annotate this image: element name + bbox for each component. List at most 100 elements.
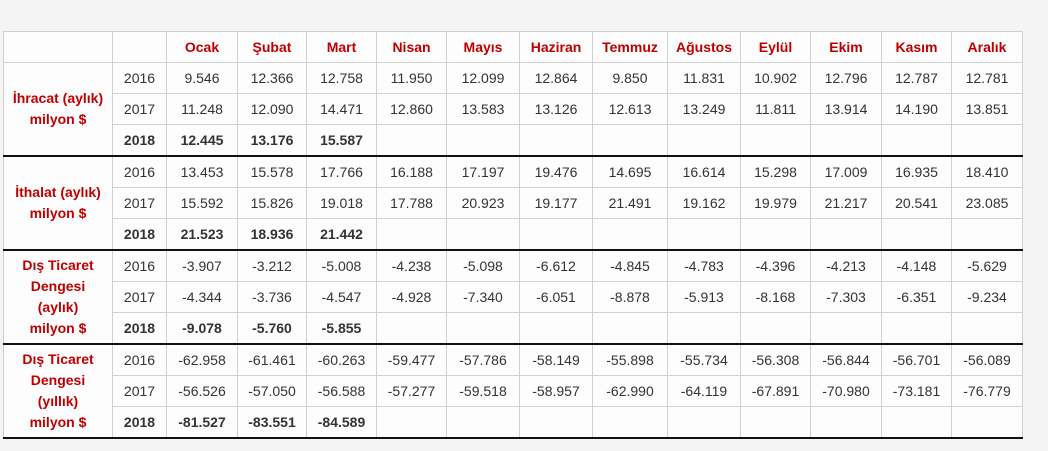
month-header: Mart (306, 31, 377, 63)
value-cell: 16.188 (376, 155, 447, 188)
value-cell: -56.701 (881, 343, 952, 376)
value-cell (519, 312, 593, 345)
value-cell: -6.051 (519, 281, 593, 313)
value-cell: 21.491 (592, 187, 668, 219)
value-cell (446, 124, 520, 157)
value-cell: -58.957 (519, 375, 593, 407)
value-cell: 11.811 (740, 93, 811, 125)
year-cell: 2016 (112, 155, 167, 188)
month-header: Nisan (376, 31, 447, 63)
group-label: Dış Ticaret Dengesi (yıllık) milyon $ (3, 343, 113, 439)
value-cell: -4.845 (592, 249, 668, 282)
value-cell: 12.445 (166, 124, 238, 157)
value-cell: -7.303 (810, 281, 882, 313)
value-cell: -84.589 (306, 406, 377, 439)
year-cell: 2016 (112, 249, 167, 282)
year-cell: 2017 (112, 281, 167, 313)
table-row: 2017 15.592 15.826 19.018 17.788 20.923 19.177… (4, 187, 1023, 219)
value-cell: 16.614 (667, 155, 741, 188)
value-cell: -4.238 (376, 249, 447, 282)
trade-data-table: Ocak Şubat Mart Nisan Mayıs Haziran Temmuz Ağus… (3, 31, 1023, 439)
value-cell: 17.009 (810, 155, 882, 188)
value-cell: -56.308 (740, 343, 811, 376)
value-cell (592, 312, 668, 345)
value-cell: -5.913 (667, 281, 741, 313)
value-cell (592, 218, 668, 251)
value-cell (810, 218, 882, 251)
value-cell: -83.551 (237, 406, 307, 439)
value-cell: 11.950 (376, 62, 447, 94)
value-cell (881, 312, 952, 345)
group-label-line: milyon $ (29, 320, 87, 336)
value-cell (951, 218, 1023, 251)
value-cell (740, 218, 811, 251)
value-cell (519, 124, 593, 157)
value-cell: 12.099 (446, 62, 520, 94)
value-cell: 13.583 (446, 93, 520, 125)
value-cell: -70.980 (810, 375, 882, 407)
value-cell (951, 312, 1023, 345)
value-cell (376, 406, 447, 439)
month-header: Eylül (740, 31, 811, 63)
value-cell: -9.234 (951, 281, 1023, 313)
value-cell: -5.629 (951, 249, 1023, 282)
value-cell: -3.907 (166, 249, 238, 282)
value-cell: -4.783 (667, 249, 741, 282)
group-label-line: milyon $ (29, 111, 87, 127)
value-cell: -3.736 (237, 281, 307, 313)
value-cell: 18.936 (237, 218, 307, 251)
value-cell (810, 312, 882, 345)
value-cell: 17.788 (376, 187, 447, 219)
value-cell: -5.855 (306, 312, 377, 345)
value-cell: 19.476 (519, 155, 593, 188)
value-cell (881, 124, 952, 157)
value-cell (667, 218, 741, 251)
value-cell (951, 406, 1023, 439)
value-cell: 13.851 (951, 93, 1023, 125)
value-cell: -61.461 (237, 343, 307, 376)
year-cell: 2016 (112, 343, 167, 376)
value-cell: -9.078 (166, 312, 238, 345)
group-label-line: Dış Ticaret (22, 351, 94, 367)
month-header: Kasım (881, 31, 952, 63)
value-cell: 21.217 (810, 187, 882, 219)
year-cell: 2018 (112, 218, 167, 251)
value-cell: -76.779 (951, 375, 1023, 407)
value-cell: 19.177 (519, 187, 593, 219)
value-cell: -6.351 (881, 281, 952, 313)
value-cell: -81.527 (166, 406, 238, 439)
value-cell (376, 124, 447, 157)
year-cell: 2017 (112, 375, 167, 407)
header-row: Ocak Şubat Mart Nisan Mayıs Haziran Temmuz Ağus… (3, 31, 1023, 63)
month-header: Ekim (810, 31, 882, 63)
value-cell (667, 406, 741, 439)
value-cell: -57.050 (237, 375, 307, 407)
group-label-line: Dış Ticaret (22, 257, 94, 273)
value-cell: 13.249 (667, 93, 741, 125)
value-cell: 9.546 (166, 62, 238, 94)
value-cell: 18.410 (951, 155, 1023, 188)
value-cell: 13.126 (519, 93, 593, 125)
year-cell: 2018 (112, 312, 167, 345)
table-row: 2018 -9.078 -5.760 -5.855 (4, 312, 1023, 345)
group-label: İthalat (aylık) milyon $ (3, 155, 113, 251)
value-cell: -73.181 (881, 375, 952, 407)
value-cell: -7.340 (446, 281, 520, 313)
value-cell: -62.990 (592, 375, 668, 407)
value-cell (667, 312, 741, 345)
value-cell: 12.864 (519, 62, 593, 94)
value-cell: -8.168 (740, 281, 811, 313)
value-cell: 17.766 (306, 155, 377, 188)
value-cell: -4.148 (881, 249, 952, 282)
group-label-line: milyon $ (29, 414, 87, 430)
value-cell: -4.547 (306, 281, 377, 313)
value-cell: 15.592 (166, 187, 238, 219)
value-cell (740, 124, 811, 157)
year-cell: 2018 (112, 124, 167, 157)
value-cell: 13.453 (166, 155, 238, 188)
value-cell: 20.923 (446, 187, 520, 219)
value-cell (810, 406, 882, 439)
year-cell: 2016 (112, 62, 167, 94)
group-label: İhracat (aylık) milyon $ (3, 62, 113, 157)
value-cell: -8.878 (592, 281, 668, 313)
